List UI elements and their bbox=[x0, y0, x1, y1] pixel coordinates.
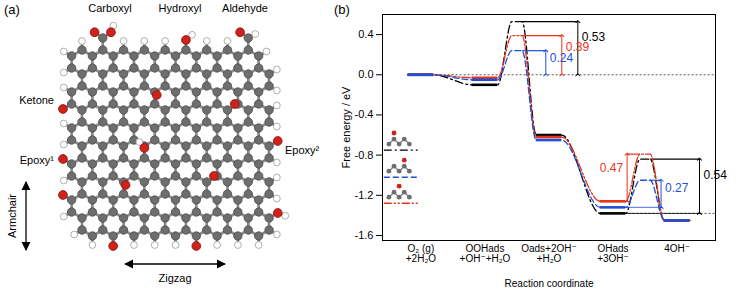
svg-text:Carboxyl: Carboxyl bbox=[88, 2, 131, 14]
svg-text:Free energy / eV: Free energy / eV bbox=[340, 86, 352, 169]
svg-text:Armchair: Armchair bbox=[6, 194, 18, 238]
svg-text:Reaction coordinate: Reaction coordinate bbox=[505, 278, 594, 289]
svg-text:-0.4: -0.4 bbox=[355, 108, 374, 120]
svg-text:-1.2: -1.2 bbox=[355, 189, 374, 201]
svg-text:Hydroxyl: Hydroxyl bbox=[159, 2, 202, 14]
svg-text:O₂ (g)+2H₂O: O₂ (g)+2H₂O bbox=[406, 243, 437, 264]
svg-text:0.39: 0.39 bbox=[565, 40, 590, 55]
svg-text:(a): (a) bbox=[4, 2, 20, 17]
svg-text:0.0: 0.0 bbox=[358, 68, 373, 80]
svg-text:-1.6: -1.6 bbox=[355, 229, 374, 241]
svg-text:Epoxy²: Epoxy² bbox=[285, 144, 320, 156]
svg-text:Zigzag: Zigzag bbox=[158, 272, 191, 284]
svg-text:0.27: 0.27 bbox=[665, 181, 689, 195]
svg-text:0.4: 0.4 bbox=[358, 28, 373, 40]
svg-text:0.53: 0.53 bbox=[581, 30, 606, 45]
svg-text:Epoxy¹: Epoxy¹ bbox=[20, 154, 55, 166]
svg-text:0.24: 0.24 bbox=[550, 51, 574, 65]
svg-text:-0.8: -0.8 bbox=[355, 149, 374, 161]
svg-text:0.54: 0.54 bbox=[703, 168, 727, 183]
html-text:(b): (b) bbox=[334, 2, 350, 17]
svg-text:4OH⁻: 4OH⁻ bbox=[664, 243, 690, 254]
svg-text:Aldehyde: Aldehyde bbox=[222, 2, 268, 14]
svg-text:OHads+3OH⁻: OHads+3OH⁻ bbox=[597, 243, 629, 264]
svg-text:Oads+2OH⁻+H₂O: Oads+2OH⁻+H₂O bbox=[521, 243, 577, 264]
svg-text:OOHads+OH⁻+H₂O: OOHads+OH⁻+H₂O bbox=[460, 243, 511, 264]
svg-text:0.47: 0.47 bbox=[600, 161, 624, 175]
svg-text:Ketone: Ketone bbox=[19, 94, 54, 106]
